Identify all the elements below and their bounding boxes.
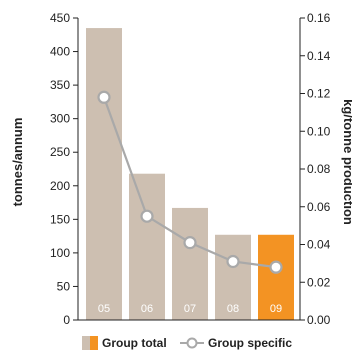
y-tick-label-450: 450 xyxy=(50,11,70,25)
point-07 xyxy=(183,236,197,250)
category-label-09: 09 xyxy=(270,303,282,315)
y2-tick-label-0.02: 0.02 xyxy=(307,275,331,289)
point-08 xyxy=(226,254,240,269)
y-tick-label-0: 0 xyxy=(63,313,70,327)
bar-08 xyxy=(215,234,251,320)
category-label-08: 08 xyxy=(227,303,239,315)
y2-tick-label-0.06: 0.06 xyxy=(307,200,331,214)
y-tick-label-400: 400 xyxy=(50,45,70,59)
point-05 xyxy=(97,90,111,104)
bar-07 xyxy=(172,207,208,320)
category-label-05: 05 xyxy=(98,303,110,315)
y-tick-label-250: 250 xyxy=(50,145,70,159)
legend-label-group-total: Group total xyxy=(102,336,167,350)
y-tick-label-300: 300 xyxy=(50,112,70,126)
y2-tick-label-0.00: 0.00 xyxy=(307,313,331,327)
legend-bar-swatch-base xyxy=(82,336,92,350)
point-09 xyxy=(269,260,283,274)
y-tick-label-350: 350 xyxy=(50,78,70,92)
y2-axis-title: kg/tonne production xyxy=(341,99,352,225)
y2-tick-label-0.12: 0.12 xyxy=(307,87,331,101)
category-label-06: 06 xyxy=(141,303,153,315)
line-layer xyxy=(97,90,283,274)
y2-tick-label-0.14: 0.14 xyxy=(307,49,331,63)
legend-label-group-specific: Group specific xyxy=(208,336,292,350)
y-tick-label-100: 100 xyxy=(50,246,70,260)
bar-05 xyxy=(86,28,122,321)
bar-06 xyxy=(129,173,165,320)
legend: Group total Group specific xyxy=(82,336,292,350)
y2-tick-label-0.08: 0.08 xyxy=(307,162,331,176)
y2-tick-label-0.16: 0.16 xyxy=(307,11,331,25)
bar-09 xyxy=(258,234,294,320)
legend-marker-swatch xyxy=(186,337,198,349)
point-06 xyxy=(140,209,154,223)
y-tick-label-50: 50 xyxy=(57,279,71,293)
y-tick-label-200: 200 xyxy=(50,179,70,193)
y-axis-title: tonnes/annum xyxy=(10,118,25,207)
axes-layer: 0501001502002503003504004500.000.020.040… xyxy=(50,11,331,327)
category-label-07: 07 xyxy=(184,303,196,315)
y2-tick-label-0.04: 0.04 xyxy=(307,238,331,252)
y-tick-label-150: 150 xyxy=(50,212,70,226)
y2-tick-label-0.10: 0.10 xyxy=(307,124,331,138)
legend-bar-swatch-highlight xyxy=(90,336,98,350)
bars-layer: 05 06 07 08 09 xyxy=(86,28,294,321)
